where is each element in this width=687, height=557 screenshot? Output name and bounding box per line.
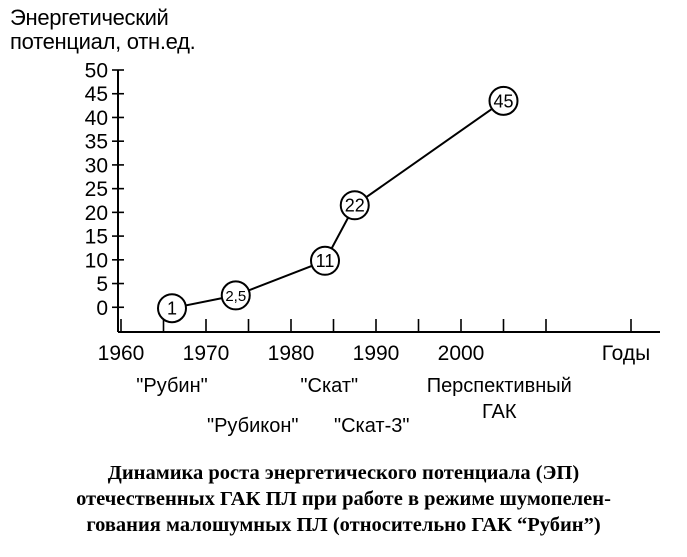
data-point — [220, 280, 251, 311]
system-labels: "Рубин""Рубикон""Скат" "Скат-3" Перспектив… — [136, 375, 572, 437]
x-tick-label: 1960 — [98, 342, 145, 365]
data-point — [310, 245, 340, 276]
y-axis-label-line-1: Энергетический — [10, 5, 169, 30]
caption-line-3: гования малошумных ПЛ (относительно ГАК … — [86, 514, 601, 536]
system-label: "Скат" — [300, 375, 358, 397]
data-point-label: 45 — [493, 91, 513, 111]
data-point-label: 1 — [167, 299, 177, 319]
x-tick-label: 1980 — [268, 342, 315, 365]
x-tick-label: 1990 — [353, 342, 400, 365]
system-label: "Скат-3" — [334, 415, 409, 437]
series-line — [171, 99, 505, 310]
y-tick-label: 30 — [85, 154, 108, 177]
y-tick-label: 5 — [96, 273, 108, 296]
data-point — [157, 293, 187, 324]
data-point-label: 11 — [316, 251, 335, 271]
y-tick-label: 45 — [85, 83, 108, 106]
axes — [117, 70, 660, 333]
x-tick-label: 1970 — [183, 342, 230, 365]
data-markers: 1 2,5 11 22 45 — [157, 85, 519, 324]
data-point — [339, 190, 370, 221]
y-tick-label: 20 — [85, 202, 108, 225]
caption-line-2: отечественных ГАК ПЛ при работе в режиме… — [76, 488, 611, 510]
system-label: ГАК — [482, 401, 517, 423]
series-line-path — [171, 99, 505, 310]
y-tick-label: 50 — [85, 60, 108, 83]
data-point — [488, 85, 519, 116]
y-tick-label: 35 — [85, 131, 108, 154]
x-ticks: 1960 1970 1980 1990 2000 Годы — [98, 319, 651, 365]
system-label: "Рубин" — [136, 375, 207, 397]
system-label: "Рубикон" — [207, 415, 299, 437]
y-axis-label-line-2: потенциал, отн.ед. — [10, 29, 196, 54]
y-tick-label: 25 — [85, 178, 108, 201]
y-axis-label: Энергетический потенциал, отн.ед. — [10, 5, 196, 54]
figure-caption: Динамика роста энергетического потенциал… — [0, 460, 687, 538]
y-tick-label: 10 — [85, 249, 108, 272]
x-axis-label: Годы — [602, 342, 651, 365]
data-point-label: 2,5 — [225, 288, 246, 305]
caption-line-1: Динамика роста энергетического потенциал… — [107, 462, 580, 484]
y-tick-label: 40 — [85, 107, 108, 130]
x-tick-label: 2000 — [438, 342, 485, 365]
system-label: Перспективный — [427, 375, 572, 397]
data-point-label: 22 — [345, 196, 365, 216]
y-tick-label: 15 — [85, 226, 108, 249]
y-tick-label: 0 — [96, 297, 108, 320]
